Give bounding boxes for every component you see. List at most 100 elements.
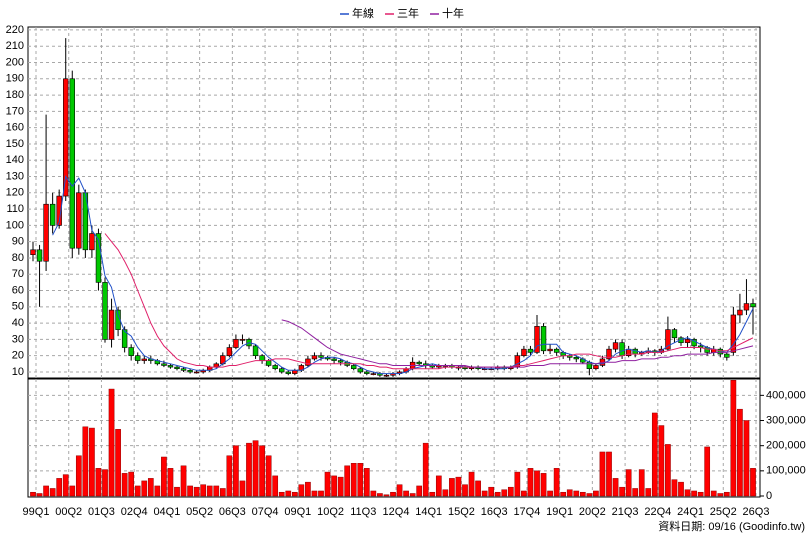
candle-body (89, 233, 95, 251)
candle-body (76, 192, 82, 249)
candle-body (743, 303, 750, 311)
legend-label: 三年 (397, 6, 419, 20)
volume-bar (187, 485, 193, 497)
y-tick-label: 20 (12, 350, 24, 362)
volume-bar (409, 493, 416, 497)
y-tick-label: 50 (12, 301, 24, 313)
candle-body (108, 309, 115, 340)
candle-body (180, 368, 187, 371)
volume-bar (161, 456, 167, 497)
candle-body (128, 347, 134, 356)
candle-body (121, 329, 128, 348)
y-tick-label: 140 (6, 154, 24, 166)
x-tick-label: 26Q3 (743, 506, 770, 518)
candle-body (259, 355, 265, 361)
x-tick-label: 22Q4 (644, 506, 671, 518)
volume-bar (147, 478, 154, 497)
volume-bar (645, 488, 652, 497)
candle-body (135, 355, 141, 361)
volume-bar (606, 451, 612, 497)
candle-body (606, 348, 612, 360)
volume-bar (233, 445, 239, 497)
volume-bar (56, 478, 63, 497)
x-tick-label: 16Q3 (481, 506, 508, 518)
volume-bar (737, 408, 743, 497)
candle-body (547, 348, 553, 352)
candle-body (383, 374, 390, 377)
volume-bar (278, 491, 285, 497)
volume-bar (337, 476, 344, 497)
ma-line (281, 319, 754, 368)
volume-bar (632, 488, 639, 497)
volume-bar (527, 468, 534, 497)
volume-bar (121, 473, 128, 497)
candle-body (521, 348, 527, 356)
candle-body (671, 329, 678, 339)
x-tick-label: 20Q2 (579, 506, 606, 518)
volume-bar (154, 485, 161, 497)
x-tick-label: 99Q1 (23, 506, 50, 518)
volume-bar (442, 489, 449, 497)
volume-bar (579, 491, 586, 497)
x-tick-label: 00Q2 (55, 506, 82, 518)
volume-bar (167, 468, 174, 497)
x-tick-label: 25Q2 (710, 506, 737, 518)
volume-bar (449, 478, 455, 497)
volume-bar (429, 491, 436, 497)
candle-body (252, 345, 259, 356)
volume-bar (43, 485, 49, 497)
volume-bar (665, 444, 671, 497)
volume-bar (180, 465, 187, 497)
candle-body (56, 195, 62, 226)
y-tick-label: 220 (6, 24, 24, 36)
volume-bar (684, 489, 691, 497)
candle-body (187, 370, 193, 373)
volume-bar (612, 478, 619, 497)
volume-bar (377, 493, 383, 497)
candle-body (586, 361, 593, 370)
volume-bar (291, 491, 298, 497)
y-tick-label: 40 (12, 317, 24, 329)
candle-body (318, 355, 324, 358)
ma-line (104, 233, 754, 370)
candle-body (102, 282, 108, 340)
volume-bar (69, 485, 76, 497)
volume-bar (586, 493, 593, 497)
y2-tick-label: 400,000 (766, 389, 806, 401)
candle-body (95, 233, 102, 283)
volume-bar (200, 484, 207, 497)
x-tick-label: 12Q4 (383, 506, 410, 518)
volume-bar (514, 471, 521, 497)
volume-bar (239, 480, 246, 497)
volume-bar (102, 469, 108, 497)
volume-bar (625, 469, 632, 497)
candle-body (665, 329, 671, 350)
volume-bar (62, 474, 69, 497)
volume-bar (36, 493, 43, 497)
volume-bar (599, 451, 606, 497)
volume-bar (560, 491, 567, 497)
y-tick-label: 90 (12, 236, 24, 248)
volume-bar (462, 484, 468, 497)
price-panel (27, 26, 761, 379)
volume-bar (534, 470, 540, 497)
ma-line (52, 175, 754, 375)
volume-bar (651, 412, 658, 497)
x-tick-label: 05Q2 (186, 506, 213, 518)
volume-bar (49, 488, 56, 497)
candle-body (553, 348, 560, 353)
volume-bar (553, 468, 560, 497)
legend-label: 年線 (352, 6, 374, 20)
volume-bar (213, 485, 220, 497)
volume-bar (226, 455, 233, 497)
candle-body (174, 366, 180, 370)
x-tick-label: 06Q3 (219, 506, 246, 518)
candle-body (737, 309, 743, 316)
volume-bar (710, 490, 717, 497)
volume-bar (704, 446, 711, 497)
x-tick-label: 19Q1 (546, 506, 573, 518)
volume-bar (671, 479, 678, 497)
volume-bar (272, 475, 279, 497)
volume-bar (566, 489, 573, 497)
